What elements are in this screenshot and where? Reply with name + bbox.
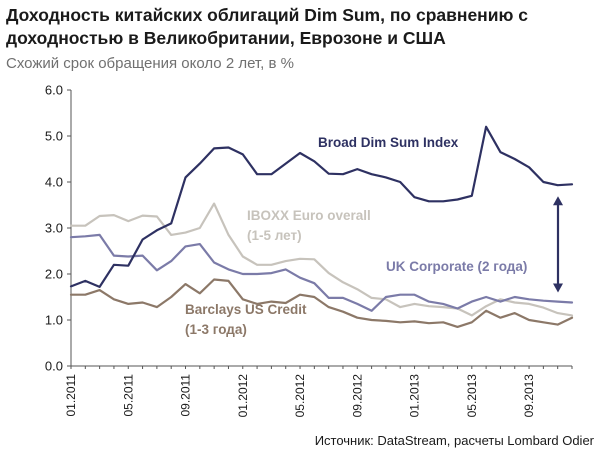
y-tick-label: 2.0: [45, 267, 63, 282]
series-layer: [69, 125, 574, 328]
series-annotation: IBOXX Euro overall: [247, 208, 371, 223]
x-tick-label: 01.2011: [64, 374, 78, 417]
x-tick-label: 01.2012: [236, 374, 250, 418]
annotation-layer: Broad Dim Sum Index IBOXX Euro overall (1-…: [185, 135, 563, 337]
y-tick-label: 1.0: [45, 313, 63, 328]
x-tick-label: 09.2012: [350, 374, 364, 418]
x-tick-label: 09.2011: [179, 374, 193, 417]
series-annotation: UK Corporate (2 года): [386, 259, 527, 274]
y-tick-label: 3.0: [45, 221, 63, 236]
series-annotation-line2: (1-3 года): [185, 322, 247, 337]
x-tick-label: 09.2013: [522, 374, 536, 418]
chart-subtitle: Схожий срок обращения около 2 лет, в %: [6, 55, 294, 72]
y-tick-label: 6.0: [45, 83, 63, 98]
x-tick-label: 05.2012: [293, 374, 307, 418]
series-line: [69, 278, 574, 328]
spread-arrow-head-up: [553, 196, 563, 206]
series-annotation: Broad Dim Sum Index: [318, 135, 459, 150]
axes: 0.0 1.0 2.0 3.0 4.0 5.0 6.0 01.2011 05.2011 09.20…: [45, 83, 573, 418]
y-tick-label: 0.0: [45, 359, 63, 374]
series-line: [69, 233, 574, 312]
x-tick-label: 05.2013: [465, 374, 479, 418]
series-annotation-line2: (1-5 лет): [247, 228, 302, 243]
x-tick-label: 01.2013: [408, 374, 422, 418]
x-tick-label: 05.2011: [121, 374, 135, 417]
series-line: [69, 125, 574, 288]
y-tick-label: 5.0: [45, 129, 63, 144]
source-note: Источник: DataStream, расчеты Lombard Od…: [314, 433, 594, 448]
series-line: [69, 202, 574, 317]
spread-arrow-head-down: [553, 283, 563, 293]
series-annotation: Barclays US Credit: [185, 302, 307, 317]
chart-title: Доходность китайских облигаций Dim Sum, …: [6, 5, 529, 48]
y-tick-label: 4.0: [45, 175, 63, 190]
